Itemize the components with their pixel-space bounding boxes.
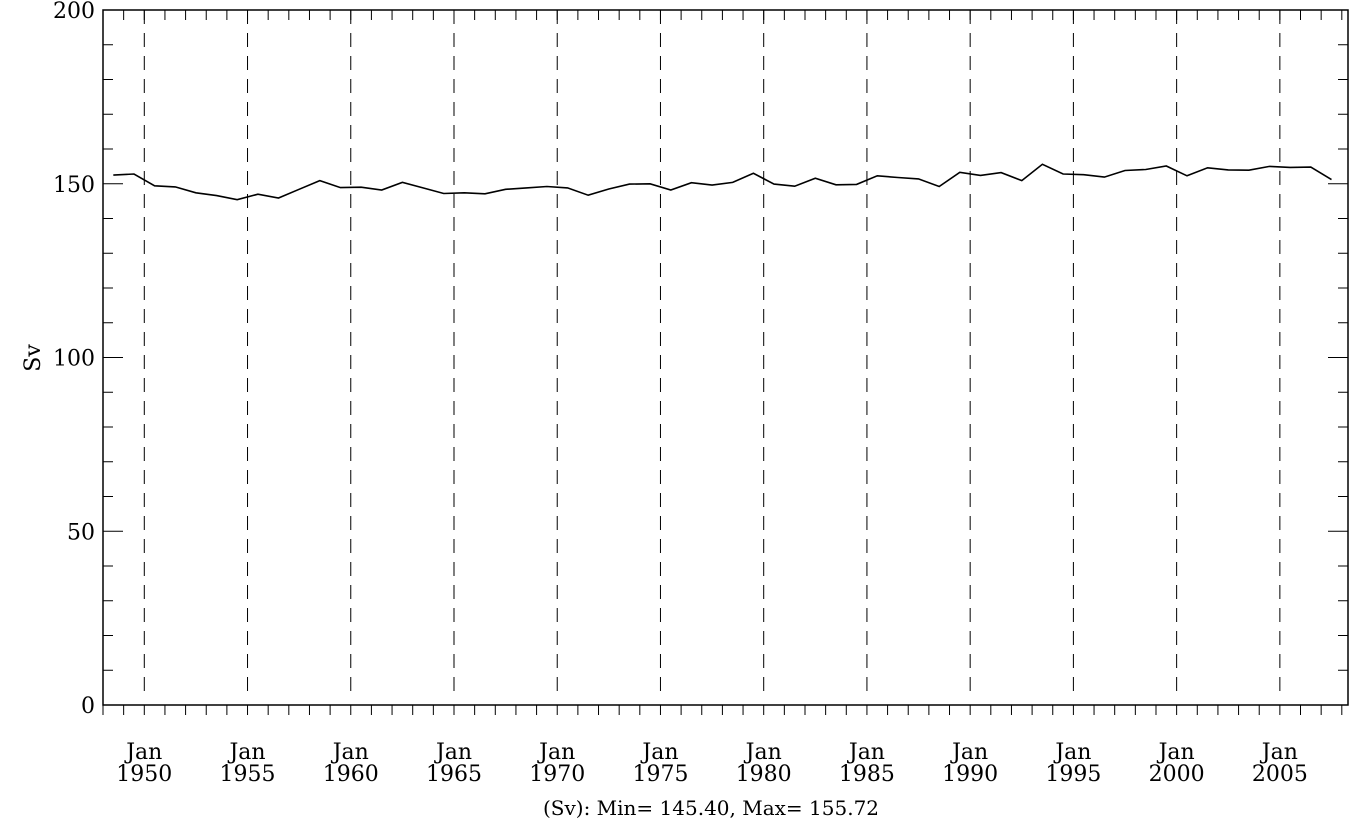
- x-tick-label-month: Jan: [1053, 740, 1091, 765]
- x-tick-label-year: 1980: [736, 762, 792, 787]
- y-tick-label: 200: [53, 0, 95, 24]
- x-tick-label-month: Jan: [847, 740, 885, 765]
- x-tick-label-year: 1960: [323, 762, 379, 787]
- x-tick-label-year: 1995: [1045, 762, 1101, 787]
- x-tick-label-year: 1950: [116, 762, 172, 787]
- x-tick-label-month: Jan: [1157, 740, 1195, 765]
- x-tick-label-year: 1970: [529, 762, 585, 787]
- y-tick-label: 50: [67, 520, 95, 545]
- x-tick-label-year: 2005: [1252, 762, 1308, 787]
- x-tick-label-month: Jan: [434, 740, 472, 765]
- x-tick-label-month: Jan: [744, 740, 782, 765]
- y-tick-label: 100: [53, 347, 95, 372]
- grid-lines: [143, 10, 1281, 693]
- x-tick-label-month: Jan: [331, 740, 369, 765]
- x-axis: Jan1950Jan1955Jan1960Jan1965Jan1970Jan19…: [116, 740, 1308, 787]
- chart-footer: (Sv): Min= 145.40, Max= 155.72: [543, 796, 879, 820]
- x-tick-label-year: 1975: [632, 762, 688, 787]
- x-tick-label-year: 1965: [426, 762, 482, 787]
- y-axis-title: Sv: [21, 344, 46, 372]
- x-tick-label-year: 1990: [942, 762, 998, 787]
- series-line: [113, 163, 1332, 201]
- x-tick-label-month: Jan: [1260, 740, 1298, 765]
- y-tick-label: 150: [53, 173, 95, 198]
- x-tick-label-year: 1955: [220, 762, 276, 787]
- x-tick-label-year: 2000: [1149, 762, 1205, 787]
- minor-ticks: [102, 10, 1343, 715]
- y-tick-label: 0: [81, 694, 95, 719]
- x-tick-label-month: Jan: [124, 740, 162, 765]
- x-tick-label-month: Jan: [227, 740, 265, 765]
- x-tick-label-month: Jan: [640, 740, 678, 765]
- x-tick-label-month: Jan: [537, 740, 575, 765]
- x-tick-label-month: Jan: [950, 740, 988, 765]
- x-tick-label-year: 1985: [839, 762, 895, 787]
- plot-frame: [102, 9, 1349, 706]
